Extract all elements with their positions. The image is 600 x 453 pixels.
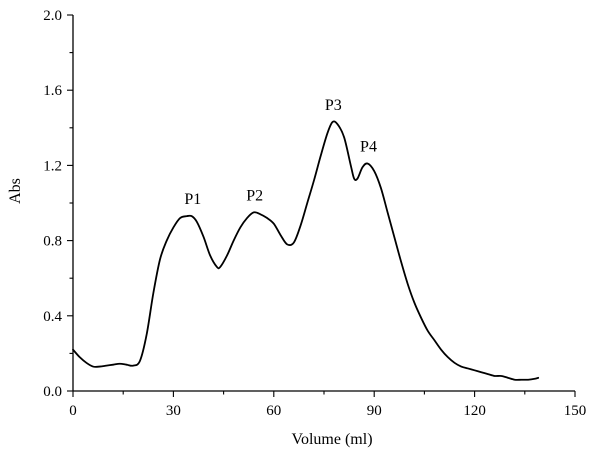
peak-label-p4: P4 bbox=[360, 139, 377, 156]
x-tick-label: 0 bbox=[69, 403, 77, 419]
x-tick-label: 30 bbox=[166, 403, 181, 419]
y-tick-label: 0.4 bbox=[43, 309, 62, 325]
y-axis-title: Abs bbox=[7, 178, 24, 204]
series bbox=[72, 120, 540, 381]
ticks: 0 30 60 90 120 150 0.0 0.4 0.8 1.2 1.6 2.0 bbox=[43, 8, 586, 419]
peak-label-p3: P3 bbox=[325, 97, 342, 114]
x-tick-label: 150 bbox=[564, 403, 587, 419]
x-tick-label: 60 bbox=[266, 403, 281, 419]
y-tick-label: 1.2 bbox=[43, 158, 62, 174]
series-line bbox=[72, 120, 540, 381]
x-axis-title: Volume (ml) bbox=[291, 431, 372, 448]
y-tick-label: 0.0 bbox=[43, 384, 62, 400]
y-tick-label: 1.6 bbox=[43, 83, 62, 99]
x-tick-label: 120 bbox=[463, 403, 486, 419]
y-tick-label: 2.0 bbox=[43, 8, 62, 24]
axes bbox=[72, 15, 575, 392]
y-tick-label: 0.8 bbox=[43, 234, 62, 250]
peak-label-p2: P2 bbox=[246, 187, 263, 204]
x-tick-label: 90 bbox=[367, 403, 382, 419]
peak-label-p1: P1 bbox=[184, 191, 201, 208]
annotations: P1 P2 P3 P4 bbox=[184, 97, 377, 208]
